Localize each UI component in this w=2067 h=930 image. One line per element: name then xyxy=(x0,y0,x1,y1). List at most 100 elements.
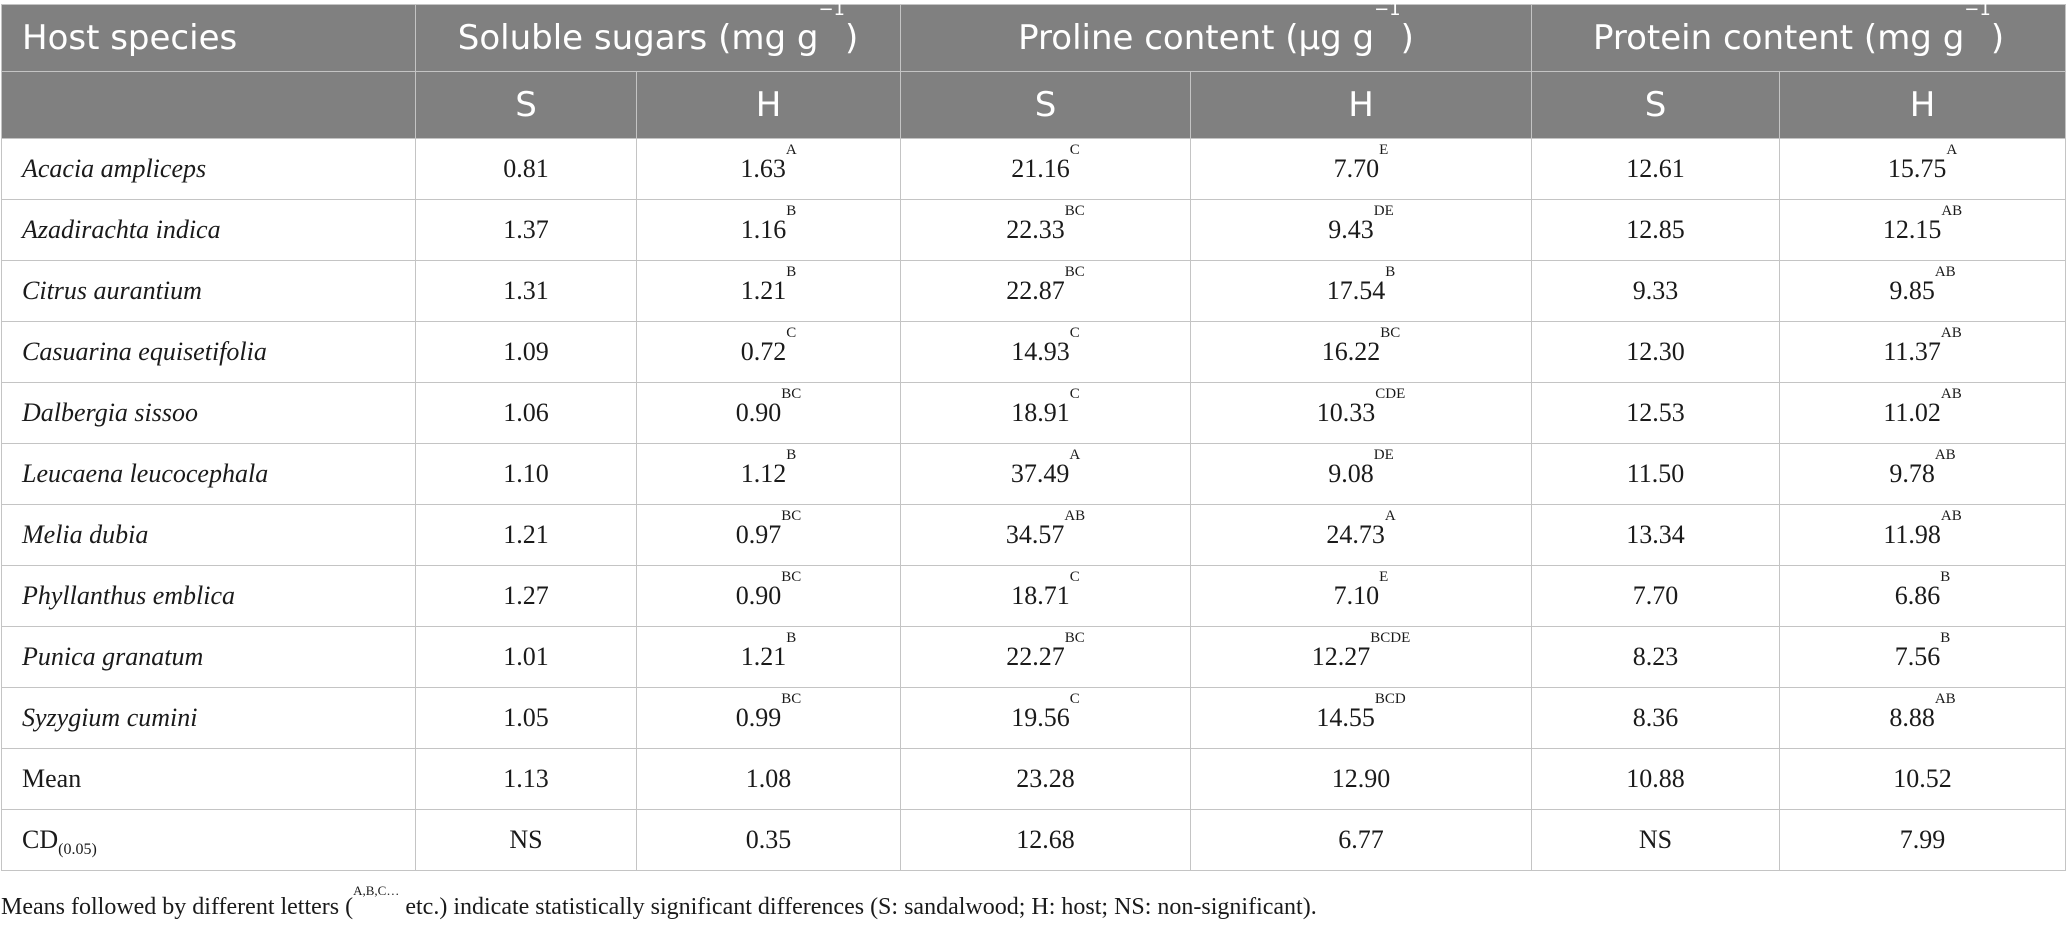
cell-value: 12.15 xyxy=(1882,215,1942,244)
cell-value: 6.86 xyxy=(1894,581,1941,610)
proline-content-header: Proline content (µg g−1) xyxy=(900,1,1533,72)
cell-value: 8.36 xyxy=(1632,703,1679,732)
cell-value: 8.88 xyxy=(1889,703,1935,732)
cell-value: 11.02 xyxy=(1883,398,1941,427)
table-row: Phyllanthus emblica 1.27 0.90BC 18.71C 7.10E… xyxy=(1,565,2067,627)
table-row: Syzygium cumini 1.05 0.99BC 19.56C 14.55BCD 8… xyxy=(1,687,2067,749)
value-cell: 1.09 xyxy=(415,321,637,383)
mean-value: 23.28 xyxy=(900,748,1192,810)
cell-value: 1.21 xyxy=(740,642,787,671)
table-row: Casuarina equisetifolia 1.09 0.72C 14.93C 16… xyxy=(1,321,2067,383)
cell-value: 9.43 xyxy=(1328,215,1374,244)
cell-value: 11.37 xyxy=(1883,337,1941,366)
significance-letter: AB xyxy=(1934,447,1956,463)
cd-row: CD(0.05) NS 0.35 12.68 6.77 NS 7.99 xyxy=(1,809,2067,871)
value-cell: 12.27BCDE xyxy=(1190,626,1533,688)
significance-letter: BC xyxy=(781,691,802,707)
cell-value: 8.23 xyxy=(1632,642,1679,671)
cell-value: 14.93 xyxy=(1011,337,1070,366)
significance-letter: B xyxy=(786,447,797,463)
cell-value: 21.16 xyxy=(1011,154,1070,183)
significance-letter: BC xyxy=(781,508,802,524)
value-cell: 1.21 xyxy=(415,504,637,566)
header-row-subcolumns: S H S H S H xyxy=(1,71,2067,139)
significance-letter: AB xyxy=(1064,508,1086,524)
value-cell: 1.16B xyxy=(635,199,902,261)
cell-value: 1.37 xyxy=(503,215,549,244)
significance-letter: A xyxy=(1946,142,1958,158)
mean-value: 1.13 xyxy=(415,748,637,810)
value-cell: 19.56C xyxy=(900,687,1192,749)
species-name: Phyllanthus emblica xyxy=(1,565,416,627)
cell-value: 18.71 xyxy=(1011,581,1070,610)
cell-value: 1.21 xyxy=(740,276,787,305)
cell-value: 0.90 xyxy=(735,398,782,427)
cell-value: 9.08 xyxy=(1328,459,1374,488)
value-cell: 0.99BC xyxy=(635,687,902,749)
cell-value: 1.63 xyxy=(740,154,786,183)
value-cell: 18.91C xyxy=(900,382,1192,444)
cell-value: 1.12 xyxy=(740,459,787,488)
value-cell: 1.21B xyxy=(635,260,902,322)
cell-value: 0.97 xyxy=(735,520,782,549)
significance-letter: E xyxy=(1379,569,1389,585)
cell-value: 1.06 xyxy=(503,398,549,427)
cell-value: 18.91 xyxy=(1011,398,1070,427)
value-cell: 8.88AB xyxy=(1779,687,2067,749)
value-cell: 24.73A xyxy=(1190,504,1533,566)
cell-value: 0.90 xyxy=(735,581,782,610)
value-cell: 13.34 xyxy=(1531,504,1781,566)
cell-value: 9.78 xyxy=(1889,459,1935,488)
significance-letter: E xyxy=(1379,142,1389,158)
soluble-sugars-header: Soluble sugars (mg g−1) xyxy=(414,1,902,72)
cell-value: 34.57 xyxy=(1005,520,1065,549)
value-cell: 12.61 xyxy=(1531,138,1781,200)
value-cell: 0.97BC xyxy=(635,504,902,566)
significance-letter: B xyxy=(1940,569,1951,585)
significance-letter: AB xyxy=(1941,203,1963,219)
subheader-s: S xyxy=(1531,71,1781,139)
cell-value: 13.34 xyxy=(1626,520,1685,549)
significance-letter: CDE xyxy=(1375,386,1406,402)
cell-value: 11.98 xyxy=(1883,520,1941,549)
significance-letter: B xyxy=(1385,264,1396,280)
value-cell: 22.27BC xyxy=(900,626,1192,688)
significance-letter: AB xyxy=(1934,691,1956,707)
data-table: Host species Soluble sugars (mg g−1) Pro… xyxy=(1,1,2067,871)
cd-label: CD(0.05) xyxy=(1,809,416,871)
cell-value: 1.21 xyxy=(503,520,549,549)
species-name: Dalbergia sissoo xyxy=(1,382,416,444)
significance-letter: BC xyxy=(1064,630,1085,646)
subheader-h: H xyxy=(635,71,902,139)
significance-letter: C xyxy=(786,325,797,341)
value-cell: 1.05 xyxy=(415,687,637,749)
cell-value: 9.33 xyxy=(1632,276,1679,305)
value-cell: 0.72C xyxy=(635,321,902,383)
species-name: Citrus aurantium xyxy=(1,260,416,322)
value-cell: 7.70E xyxy=(1190,138,1533,200)
cell-value: 12.61 xyxy=(1626,154,1685,183)
table-footnote: Means followed by different letters (A,B… xyxy=(1,883,1317,920)
cell-value: 1.09 xyxy=(503,337,549,366)
species-name: Leucaena leucocephala xyxy=(1,443,416,505)
value-cell: 11.98AB xyxy=(1779,504,2067,566)
cell-value: 19.56 xyxy=(1011,703,1070,732)
significance-letter: B xyxy=(786,203,797,219)
value-cell: 7.56B xyxy=(1779,626,2067,688)
cd-value: NS xyxy=(415,809,637,871)
value-cell: 16.22BC xyxy=(1190,321,1533,383)
cell-value: 24.73 xyxy=(1326,520,1385,549)
value-cell: 9.43DE xyxy=(1190,199,1533,261)
mean-value: 10.52 xyxy=(1779,748,2067,810)
cell-value: 7.10 xyxy=(1333,581,1380,610)
cell-value: 7.70 xyxy=(1632,581,1679,610)
cell-value: 0.72 xyxy=(740,337,787,366)
value-cell: 9.08DE xyxy=(1190,443,1533,505)
table-row: Citrus aurantium 1.31 1.21B 22.87BC 17.54B 9.… xyxy=(1,260,2067,322)
value-cell: 11.02AB xyxy=(1779,382,2067,444)
cell-value: 11.50 xyxy=(1626,459,1685,488)
header-row-groups: Host species Soluble sugars (mg g−1) Pro… xyxy=(1,1,2067,72)
subheader-h: H xyxy=(1190,71,1533,139)
mean-label: Mean xyxy=(1,748,416,810)
significance-letter: A xyxy=(1384,508,1396,524)
